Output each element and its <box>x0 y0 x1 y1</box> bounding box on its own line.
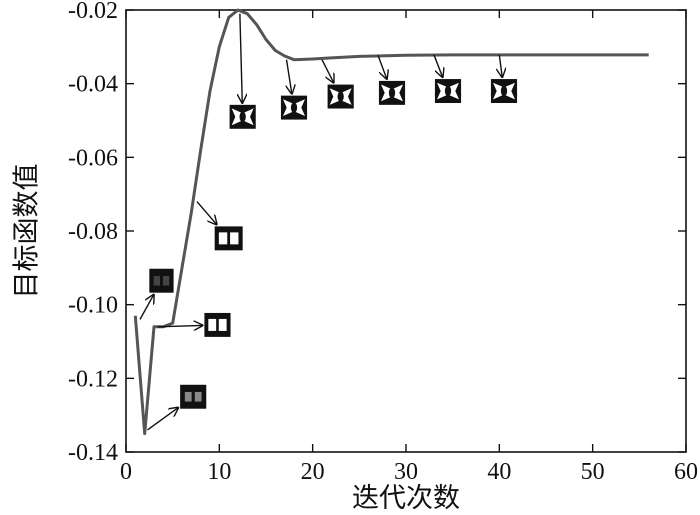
annotation-arrow-10 <box>499 54 502 77</box>
y-tick-label-0: -0.02 <box>68 0 118 24</box>
snapshot-core-9 <box>444 85 452 97</box>
series-line-0 <box>133 8 649 436</box>
y-tick-label-3: -0.08 <box>68 219 118 245</box>
topology-snapshot-6 <box>280 59 308 120</box>
snapshot-cell-left-1 <box>153 275 161 286</box>
x-tick-label-2: 20 <box>301 459 325 485</box>
topology-snapshot-5 <box>229 13 256 129</box>
snapshot-cell-right-1 <box>162 275 170 286</box>
snapshot-hole-right-4 <box>230 232 239 245</box>
annotations <box>139 13 518 431</box>
topology-snapshot-3 <box>157 312 231 337</box>
snapshot-cell-left-2 <box>184 391 192 402</box>
annotation-arrow-9 <box>433 54 443 77</box>
annotation-arrow-4 <box>196 201 217 225</box>
x-tick-label-1: 10 <box>207 459 231 485</box>
snapshot-background-2 <box>180 384 207 409</box>
annotation-arrow-2 <box>147 408 178 431</box>
x-tick-label-3: 30 <box>394 459 418 485</box>
snapshot-core-6 <box>290 102 298 113</box>
topology-snapshot-4 <box>196 201 243 251</box>
y-tick-label-6: -0.14 <box>68 440 118 466</box>
y-tick-label-5: -0.12 <box>68 366 118 392</box>
x-tick-label-6: 60 <box>674 459 698 485</box>
topology-snapshot-2 <box>147 384 207 431</box>
snapshot-hole-left-3 <box>208 318 217 331</box>
y-axis-title: 目标函数值 <box>12 164 43 299</box>
snapshot-core-8 <box>388 87 396 99</box>
snapshot-cell-right-2 <box>194 391 202 402</box>
topology-snapshot-9 <box>433 54 462 104</box>
annotation-arrow-7 <box>321 59 334 83</box>
y-tick-label-2: -0.06 <box>68 145 118 171</box>
annotation-arrow-1 <box>139 295 154 320</box>
annotation-arrow-5 <box>240 13 242 103</box>
x-tick-label-4: 40 <box>487 459 511 485</box>
annotation-arrow-3 <box>157 325 203 326</box>
snapshot-hole-left-4 <box>218 232 228 245</box>
y-tick-label-4: -0.10 <box>68 293 118 319</box>
snapshot-background-1 <box>149 268 174 293</box>
snapshot-hole-right-3 <box>218 318 227 331</box>
annotation-arrow-6 <box>287 59 292 94</box>
x-tick-label-0: 0 <box>120 459 132 485</box>
snapshot-core-10 <box>500 85 508 97</box>
topology-snapshot-8 <box>377 55 406 105</box>
topology-snapshot-7 <box>321 59 354 109</box>
snapshot-core-5 <box>239 111 246 123</box>
plot-border <box>125 9 687 453</box>
x-tick-labels: 0 10 20 30 40 50 60 <box>120 459 698 485</box>
y-tick-labels: -0.02 -0.04 -0.06 -0.08 -0.10 -0.12 -0.14 <box>68 0 118 466</box>
snapshot-core-7 <box>337 91 344 102</box>
series-curve <box>133 8 649 436</box>
topology-snapshot-1 <box>139 268 174 320</box>
annotation-arrow-8 <box>377 55 387 79</box>
plot-frame <box>125 9 687 453</box>
x-axis-title: 迭代次数 <box>352 483 460 514</box>
axis-ticks <box>125 9 687 453</box>
topology-snapshot-10 <box>490 54 518 104</box>
x-tick-label-5: 50 <box>581 459 605 485</box>
y-tick-label-1: -0.04 <box>68 72 118 98</box>
